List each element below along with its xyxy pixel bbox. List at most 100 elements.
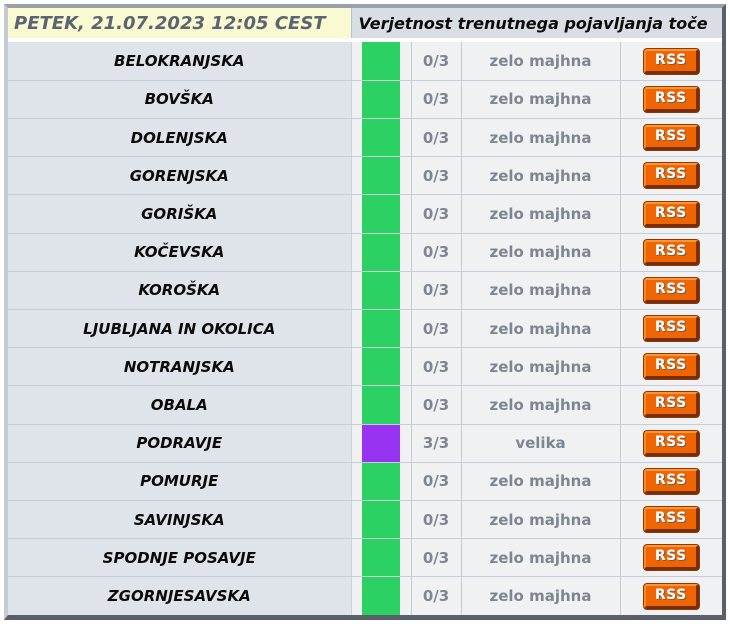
rss-button[interactable]: RSS [643,316,699,342]
hail-level-indicator [362,194,400,234]
rss-cell: RSS [620,347,722,387]
rss-button[interactable]: RSS [643,354,699,380]
rss-cell: RSS [620,156,722,196]
region-name: KOČEVSKA [8,233,352,272]
hail-level-indicator [362,156,400,196]
rss-cell: RSS [620,385,722,425]
rss-cell: RSS [620,271,722,310]
score-value: 0/3 [411,576,462,615]
rss-button[interactable]: RSS [643,125,699,151]
probability-label: zelo majhna [461,233,621,272]
table-row: GORENJSKA 0/3 zelo majhna RSS [8,156,722,196]
rss-button[interactable]: RSS [643,430,699,456]
spacer-cell-right [400,500,412,540]
datetime-label: PETEK, 21.07.2023 12:05 CEST [8,8,351,39]
rss-button[interactable]: RSS [643,86,699,112]
spacer-cell-left [351,500,362,540]
rss-cell: RSS [620,118,722,158]
score-value: 0/3 [411,538,462,578]
probability-label: zelo majhna [461,194,621,234]
rss-button[interactable]: RSS [643,392,699,418]
spacer-cell-right [400,462,412,501]
table-row: GORIŠKA 0/3 zelo majhna RSS [8,194,722,234]
probability-label: zelo majhna [461,462,621,501]
spacer-cell-left [351,385,362,425]
rss-button[interactable]: RSS [643,239,699,265]
page-title: Verjetnost trenutnega pojavljanja toče [350,8,722,39]
spacer-cell-right [400,233,412,272]
table-row: KOROŠKA 0/3 zelo majhna RSS [8,271,722,310]
table-row: SAVINJSKA 0/3 zelo majhna RSS [8,500,722,540]
region-name: BELOKRANJSKA [8,42,352,81]
hail-level-indicator [362,347,400,387]
score-value: 0/3 [411,385,462,425]
spacer-cell-left [351,42,362,81]
probability-label: zelo majhna [461,309,621,349]
rss-cell: RSS [620,80,722,120]
probability-label: velika [461,424,621,463]
hail-probability-table: PETEK, 21.07.2023 12:05 CEST Verjetnost … [8,8,722,615]
region-name: SPODNJE POSAVJE [8,538,352,578]
spacer-cell-right [400,118,412,158]
hail-level-indicator [362,385,400,425]
score-value: 0/3 [411,42,462,81]
spacer-cell-left [351,271,362,310]
hail-level-indicator [362,271,400,310]
probability-label: zelo majhna [461,385,621,425]
probability-label: zelo majhna [461,271,621,310]
rss-button[interactable]: RSS [643,507,699,532]
spacer-cell-left [351,347,362,387]
hail-level-indicator [362,576,400,615]
hail-level-indicator [362,309,400,349]
hail-level-indicator [362,233,400,272]
spacer-cell-left [351,156,362,196]
hail-level-indicator [362,500,400,540]
spacer-cell-right [400,385,412,425]
spacer-cell-right [400,538,412,578]
spacer-cell-right [400,576,412,615]
rss-button[interactable]: RSS [643,163,699,189]
rss-button[interactable]: RSS [643,201,699,227]
hail-level-indicator [362,462,400,501]
probability-label: zelo majhna [461,347,621,387]
score-value: 0/3 [411,118,462,158]
header-spacer [8,38,722,43]
rss-button[interactable]: RSS [643,583,699,609]
score-value: 0/3 [411,271,462,310]
rss-button[interactable]: RSS [643,468,699,494]
table-row: POMURJE 0/3 zelo majhna RSS [8,462,722,501]
region-name: GORIŠKA [8,194,352,234]
spacer-cell-right [400,271,412,310]
probability-label: zelo majhna [461,156,621,196]
spacer-cell-right [400,194,412,234]
spacer-cell-left [351,194,362,234]
rss-button[interactable]: RSS [643,48,699,74]
probability-label: zelo majhna [461,80,621,120]
table-row: BELOKRANJSKA 0/3 zelo majhna RSS [8,42,722,81]
hail-level-indicator [362,80,400,120]
table-row: NOTRANJSKA 0/3 zelo majhna RSS [8,347,722,387]
table-row: OBALA 0/3 zelo majhna RSS [8,385,722,425]
region-name: OBALA [8,385,352,425]
score-value: 0/3 [411,309,462,349]
spacer-cell-right [400,42,412,81]
rss-cell: RSS [620,538,722,578]
rss-button[interactable]: RSS [643,277,699,303]
spacer-cell-right [400,80,412,120]
spacer-cell-right [400,156,412,196]
table-row: KOČEVSKA 0/3 zelo majhna RSS [8,233,722,272]
probability-label: zelo majhna [461,576,621,615]
probability-label: zelo majhna [461,538,621,578]
hail-table-frame: PETEK, 21.07.2023 12:05 CEST Verjetnost … [4,4,726,620]
rss-button[interactable]: RSS [643,545,699,571]
spacer-cell-right [400,424,412,463]
hail-level-indicator [362,424,400,463]
score-value: 0/3 [411,233,462,272]
spacer-cell-left [351,576,362,615]
probability-label: zelo majhna [461,118,621,158]
table-header-row: PETEK, 21.07.2023 12:05 CEST Verjetnost … [8,8,722,39]
spacer-cell-left [351,233,362,272]
spacer-cell-left [351,309,362,349]
score-value: 0/3 [411,347,462,387]
spacer-cell-right [400,347,412,387]
